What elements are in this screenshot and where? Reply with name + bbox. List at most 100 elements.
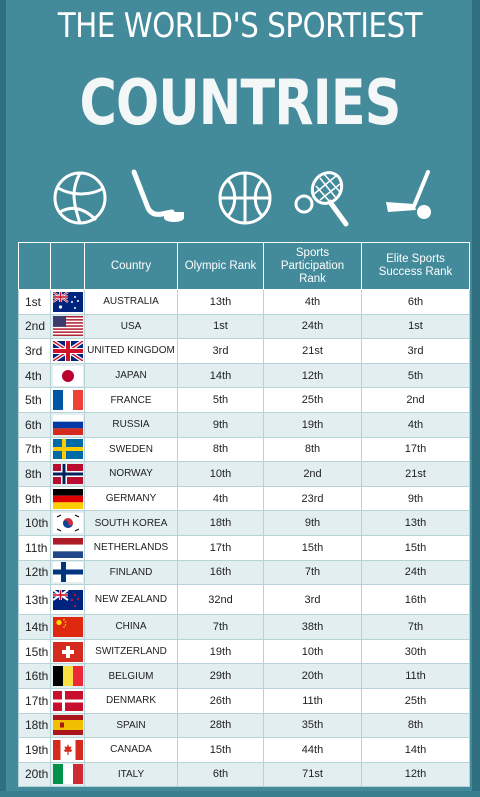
- usa-flag-icon: [52, 316, 83, 337]
- elite-rank-cell: 30th: [361, 638, 470, 665]
- volleyball-icon: [53, 171, 107, 225]
- country-cell: SPAIN: [84, 712, 178, 739]
- rankings-table: Country Olympic Rank Sports Participatio…: [18, 242, 470, 788]
- header-elite-rank: Elite Sports Success Rank: [361, 242, 470, 290]
- rank-cell: 13th: [18, 584, 51, 616]
- table-row: 1st AUSTRALIA 13th 4th 6th: [18, 289, 470, 315]
- table-row: 12th FINLAND 16th 7th 24th: [18, 559, 470, 586]
- elite-rank-cell: 11th: [361, 663, 470, 689]
- germany-flag-icon: [52, 488, 83, 509]
- country-cell: ITALY: [84, 761, 178, 788]
- golf-club-ball-icon: [386, 170, 431, 219]
- canada-flag-icon: [52, 739, 83, 760]
- title-line-2: COUNTRIES: [79, 66, 401, 139]
- rank-cell: 11th: [18, 534, 51, 561]
- olympic-rank-cell: 28th: [177, 712, 264, 739]
- flag-cell: [50, 289, 85, 315]
- table-row: 4th JAPAN 14th 12th 5th: [18, 362, 470, 389]
- participation-rank-cell: 15th: [263, 534, 362, 561]
- flag-cell: [50, 485, 85, 512]
- finland-flag-icon: [52, 562, 83, 583]
- flag-cell: [50, 362, 85, 389]
- norway-flag-icon: [52, 463, 83, 484]
- country-cell: SWITZERLAND: [84, 638, 178, 665]
- participation-rank-cell: 21st: [263, 338, 362, 364]
- table-row: 5th FRANCE 5th 25th 2nd: [18, 387, 470, 413]
- participation-rank-cell: 38th: [263, 614, 362, 640]
- participation-rank-cell: 3rd: [263, 584, 362, 616]
- flag-cell: [50, 761, 85, 788]
- elite-rank-cell: 8th: [361, 712, 470, 739]
- rank-cell: 19th: [18, 737, 51, 763]
- olympic-rank-cell: 26th: [177, 687, 264, 714]
- denmark-flag-icon: [52, 690, 83, 711]
- uk-flag-icon: [52, 340, 83, 361]
- header-participation-rank: Sports Participation Rank: [263, 242, 362, 290]
- tennis-racket-ball-icon: [294, 171, 349, 227]
- elite-rank-cell: 6th: [361, 289, 470, 315]
- sports-icons-row: [0, 168, 480, 230]
- participation-rank-cell: 9th: [263, 510, 362, 536]
- elite-rank-cell: 21st: [361, 461, 470, 487]
- country-cell: NETHERLANDS: [84, 534, 178, 561]
- new-zealand-flag-icon: [52, 589, 83, 610]
- rank-cell: 3rd: [18, 338, 51, 364]
- country-cell: SWEDEN: [84, 436, 178, 463]
- right-border: [472, 0, 480, 797]
- participation-rank-cell: 11th: [263, 687, 362, 714]
- spain-flag-icon: [52, 715, 83, 736]
- flag-cell: [50, 534, 85, 561]
- table-row: 7th SWEDEN 8th 8th 17th: [18, 436, 470, 463]
- flag-cell: [50, 712, 85, 739]
- participation-rank-cell: 2nd: [263, 461, 362, 487]
- country-cell: FINLAND: [84, 559, 178, 586]
- header-olympic-rank: Olympic Rank: [177, 242, 264, 290]
- olympic-rank-cell: 15th: [177, 737, 264, 763]
- flag-cell: [50, 436, 85, 463]
- olympic-rank-cell: 6th: [177, 761, 264, 788]
- country-cell: DENMARK: [84, 687, 178, 714]
- rank-cell: 2nd: [18, 313, 51, 340]
- south-korea-flag-icon: [52, 513, 83, 534]
- rank-cell: 8th: [18, 461, 51, 487]
- olympic-rank-cell: 5th: [177, 387, 264, 413]
- bottom-border: [0, 791, 480, 797]
- table-row: 14th CHINA 7th 38th 7th: [18, 614, 470, 640]
- country-cell: NORWAY: [84, 461, 178, 487]
- table-row: 9th GERMANY 4th 23rd 9th: [18, 485, 470, 512]
- flag-cell: [50, 687, 85, 714]
- russia-flag-icon: [52, 414, 83, 435]
- header-rank: [18, 242, 51, 290]
- country-cell: SOUTH KOREA: [84, 510, 178, 536]
- netherlands-flag-icon: [52, 537, 83, 558]
- country-cell: UNITED KINGDOM: [84, 338, 178, 364]
- table-row: 6th RUSSIA 9th 19th 4th: [18, 411, 470, 438]
- table-row: 11th NETHERLANDS 17th 15th 15th: [18, 534, 470, 561]
- rank-cell: 6th: [18, 411, 51, 438]
- country-cell: AUSTRALIA: [84, 289, 178, 315]
- country-cell: RUSSIA: [84, 411, 178, 438]
- flag-cell: [50, 737, 85, 763]
- elite-rank-cell: 15th: [361, 534, 470, 561]
- china-flag-icon: [52, 616, 83, 637]
- elite-rank-cell: 9th: [361, 485, 470, 512]
- table-row: 3rd UNITED KINGDOM 3rd 21st 3rd: [18, 338, 470, 364]
- rank-cell: 10th: [18, 510, 51, 536]
- table-row: 8th NORWAY 10th 2nd 21st: [18, 461, 470, 487]
- france-flag-icon: [52, 390, 83, 411]
- elite-rank-cell: 7th: [361, 614, 470, 640]
- olympic-rank-cell: 19th: [177, 638, 264, 665]
- rank-cell: 16th: [18, 663, 51, 689]
- elite-rank-cell: 5th: [361, 362, 470, 389]
- country-cell: CHINA: [84, 614, 178, 640]
- olympic-rank-cell: 8th: [177, 436, 264, 463]
- country-cell: JAPAN: [84, 362, 178, 389]
- table-row: 18th SPAIN 28th 35th 8th: [18, 712, 470, 739]
- flag-cell: [50, 663, 85, 689]
- flag-cell: [50, 338, 85, 364]
- header-flag: [50, 242, 85, 290]
- rank-cell: 4th: [18, 362, 51, 389]
- olympic-rank-cell: 32nd: [177, 584, 264, 616]
- elite-rank-cell: 4th: [361, 411, 470, 438]
- table-header-row: Country Olympic Rank Sports Participatio…: [18, 242, 470, 290]
